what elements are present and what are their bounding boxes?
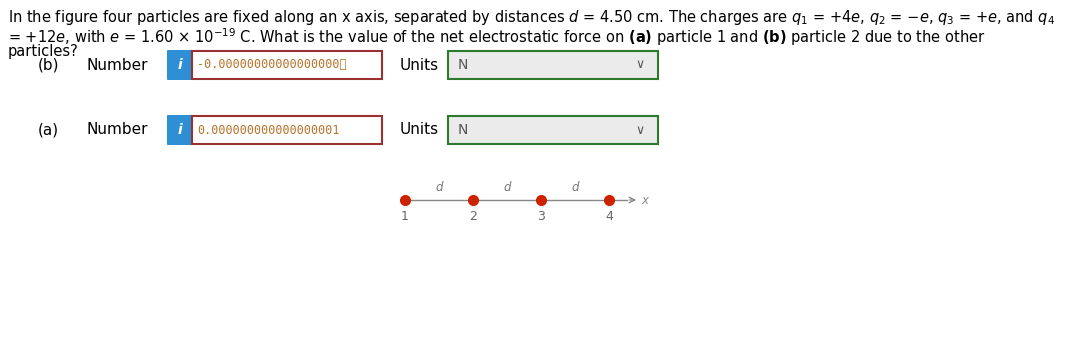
Text: d: d [504, 181, 511, 194]
Text: = +12$e$, with $e$ = 1.60 × 10$^{-19}$ C. What is the value of the net electrost: = +12$e$, with $e$ = 1.60 × 10$^{-19}$ C… [8, 26, 986, 48]
Text: N: N [458, 58, 468, 72]
FancyBboxPatch shape [167, 50, 193, 80]
Text: N: N [458, 123, 468, 137]
Text: ∨: ∨ [636, 58, 644, 71]
Text: d: d [435, 181, 443, 194]
Text: 4: 4 [605, 210, 613, 223]
Bar [448, 116, 658, 144]
Text: ∨: ∨ [636, 124, 644, 136]
Text: particles?: particles? [8, 44, 79, 59]
Text: Units: Units [400, 122, 439, 137]
Text: In the figure four particles are fixed along an x axis, separated by distances $: In the figure four particles are fixed a… [8, 8, 1055, 27]
Text: (a): (a) [38, 122, 60, 137]
Text: 2: 2 [469, 210, 477, 223]
Bar [448, 51, 658, 79]
Text: Number: Number [86, 57, 147, 72]
Text: 1: 1 [401, 210, 409, 223]
Text: 0.000000000000000001: 0.000000000000000001 [197, 124, 339, 136]
Text: x: x [641, 193, 648, 206]
Text: (b): (b) [38, 57, 60, 72]
Bar [192, 51, 382, 79]
Text: Units: Units [400, 57, 439, 72]
FancyBboxPatch shape [167, 115, 193, 145]
Text: Number: Number [86, 122, 147, 137]
Text: d: d [571, 181, 578, 194]
Text: i: i [178, 123, 182, 137]
Text: 3: 3 [537, 210, 545, 223]
Text: i: i [178, 58, 182, 72]
Bar [192, 116, 382, 144]
Text: -0.00000000000000000 : -0.00000000000000000  [197, 58, 347, 71]
